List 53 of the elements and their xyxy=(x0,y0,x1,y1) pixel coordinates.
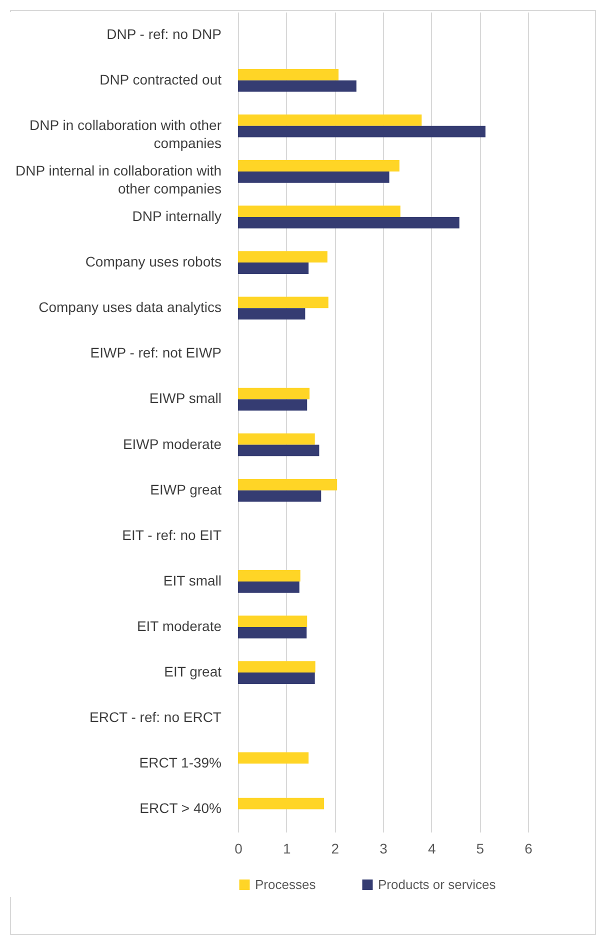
bar xyxy=(238,490,322,502)
y-tick-label: ERCT > 40% xyxy=(140,800,222,816)
bar xyxy=(238,570,300,582)
x-tick-label: 6 xyxy=(524,840,533,856)
bar xyxy=(238,80,356,92)
x-tick-label: 1 xyxy=(282,840,291,856)
bar xyxy=(238,627,307,638)
bar xyxy=(238,217,460,228)
x-tick-label: 0 xyxy=(234,840,243,856)
bar xyxy=(238,478,338,490)
bar xyxy=(238,171,390,183)
bar xyxy=(238,308,306,320)
bar xyxy=(238,752,309,764)
x-tick-label: 3 xyxy=(380,840,388,856)
bar xyxy=(238,251,328,263)
bar xyxy=(238,68,339,80)
bar xyxy=(238,126,486,138)
bar xyxy=(238,160,400,172)
bar xyxy=(238,388,310,400)
bar xyxy=(238,661,316,673)
y-tick-label: ERCT - ref: no ERCT xyxy=(90,709,222,726)
y-tick-label: EIWP moderate xyxy=(122,436,222,452)
bar xyxy=(238,433,315,445)
y-tick-label: DNP - ref: no DNP xyxy=(106,26,222,42)
y-tick-label: EIT moderate xyxy=(136,618,222,634)
bar xyxy=(238,672,315,684)
y-tick-label: ERCT 1-39% xyxy=(139,754,222,771)
legend-label: Products or services xyxy=(378,876,496,892)
bar xyxy=(238,296,328,308)
y-tick-label: EIT - ref: no EIT xyxy=(122,526,222,543)
bar xyxy=(238,616,308,627)
y-tick-label: EIWP great xyxy=(150,481,222,498)
bar xyxy=(238,798,324,810)
legend-label: Processes xyxy=(255,876,316,892)
y-tick-label: DNP internally xyxy=(132,208,222,224)
y-tick-label: EIT great xyxy=(164,664,222,680)
bar xyxy=(238,399,308,411)
x-tick-label: 4 xyxy=(428,840,436,856)
y-tick-label: DNP in collaboration with other companies xyxy=(30,116,222,151)
y-tick-label: Company uses data analytics xyxy=(38,299,222,316)
y-tick-label: DNP contracted out xyxy=(100,71,222,88)
x-tick-label: 2 xyxy=(331,840,340,856)
bar xyxy=(238,206,400,217)
bar xyxy=(238,444,320,456)
y-tick-label: DNP internal in collaboration with other companies xyxy=(16,162,222,196)
bar xyxy=(238,581,300,593)
bar xyxy=(238,262,309,274)
y-tick-label: EIWP small xyxy=(149,390,222,406)
y-tick-label: Company uses robots xyxy=(85,254,222,270)
y-tick-label: EIT small xyxy=(163,572,222,588)
bar xyxy=(238,114,422,126)
y-tick-label: EIWP - ref: not EIWP xyxy=(90,344,222,361)
x-tick-label: 5 xyxy=(476,840,484,856)
